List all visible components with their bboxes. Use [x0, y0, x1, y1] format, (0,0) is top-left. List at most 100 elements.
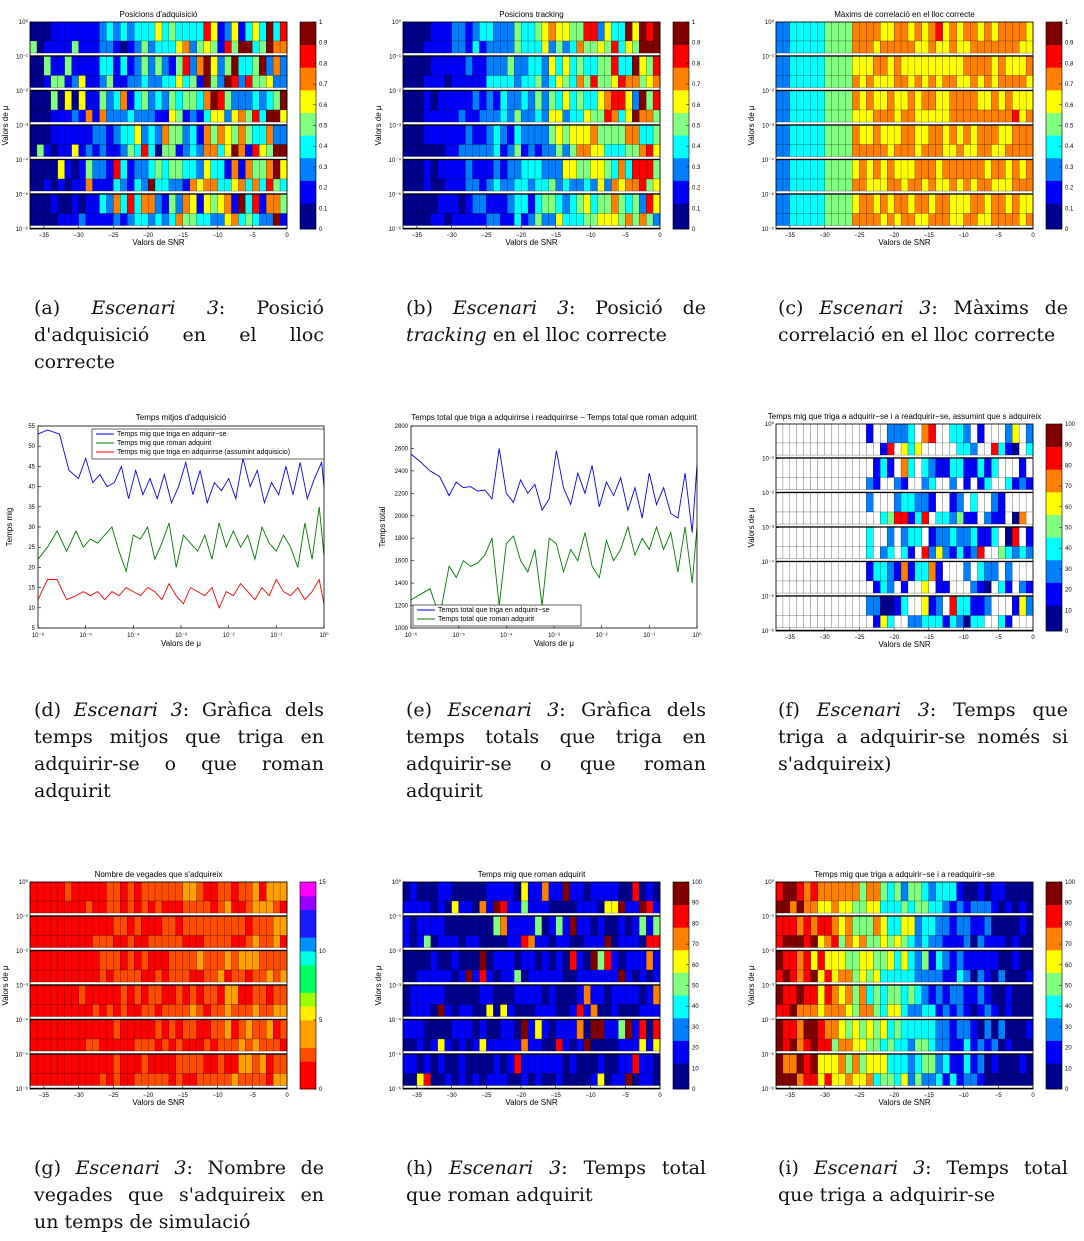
colorbar-segment	[673, 28, 689, 33]
heatmap-cell	[99, 881, 107, 902]
colorbar-segment	[1046, 1021, 1062, 1025]
heatmap-cell	[541, 900, 550, 914]
heatmap-cell	[949, 178, 957, 192]
heatmap-cell	[444, 144, 452, 157]
heatmap-cell	[71, 900, 79, 914]
heatmap-cell	[652, 125, 661, 145]
heatmap-cell	[458, 125, 466, 145]
heatmap-cell	[272, 109, 281, 123]
heatmap-cell	[810, 213, 819, 226]
heatmap-cell	[914, 159, 923, 180]
heatmap-cell	[555, 144, 564, 157]
heatmap-cell	[652, 1073, 661, 1086]
heatmap-cell	[803, 935, 812, 948]
heatmap-cell	[977, 900, 985, 914]
colorbar-segment	[1046, 614, 1062, 619]
heatmap-cell	[782, 21, 791, 42]
heatmap-cell	[775, 1019, 784, 1040]
heatmap-cell	[893, 144, 902, 157]
heatmap-cell	[942, 194, 950, 214]
heatmap-cell	[409, 90, 418, 111]
heatmap-cell	[57, 969, 66, 983]
heatmap-cell	[196, 178, 204, 192]
heatmap-cell	[893, 159, 902, 180]
heatmap-cell	[465, 109, 473, 123]
heatmap-cell	[921, 75, 930, 88]
colorbar-segment	[1046, 1027, 1062, 1032]
heatmap-cell	[977, 442, 985, 456]
heatmap-cell	[880, 580, 888, 594]
heatmap-cell	[796, 178, 805, 192]
heatmap-cell	[604, 90, 612, 111]
heatmap-cell	[472, 1038, 480, 1052]
series-line-2	[410, 525, 698, 619]
heatmap-cell	[963, 916, 971, 936]
heatmap-cell	[838, 144, 846, 157]
heatmap-cell	[928, 596, 937, 616]
heatmap-cell	[963, 56, 971, 76]
heatmap-cell	[458, 881, 466, 902]
colorbar-segment	[673, 1004, 689, 1009]
heatmap-cell	[437, 900, 446, 914]
heatmap-cell	[147, 1019, 156, 1040]
y-tick-label: 10⁰	[765, 19, 775, 26]
colorbar-segment	[300, 190, 316, 194]
heatmap-cell	[597, 213, 605, 226]
heatmap-cell	[970, 511, 978, 525]
heatmap-cell	[259, 881, 267, 902]
heatmap-cell	[789, 1038, 798, 1052]
colorbar-segment	[1046, 54, 1062, 58]
heatmap-cell	[810, 442, 819, 456]
heatmap-cell	[486, 125, 494, 145]
colorbar-segment	[673, 177, 689, 181]
colorbar-segment	[1046, 119, 1062, 123]
heatmap-cell	[224, 1073, 232, 1086]
y-tick-label: 10⁰	[19, 19, 29, 26]
heatmap-cell	[817, 561, 825, 582]
heatmap-cell	[217, 1038, 225, 1052]
heatmap-cell	[127, 1073, 135, 1086]
y-tick-label: 10⁻⁵	[389, 192, 402, 199]
colorbar-segment	[1046, 138, 1062, 143]
heatmap-cell	[534, 159, 543, 180]
heatmap-cell	[64, 125, 73, 145]
heatmap-cell	[810, 561, 819, 582]
heatmap-cell	[514, 75, 522, 88]
x-tick-label: −25	[854, 635, 865, 641]
heatmap-cell	[541, 1004, 550, 1017]
heatmap-cell	[210, 1019, 218, 1040]
heatmap-cell	[272, 125, 281, 145]
colorbar-segment	[300, 174, 316, 178]
chart-f: Temps mig que triga a adquirir−se i a re…	[747, 412, 1076, 649]
heatmap-cell	[1012, 21, 1020, 42]
heatmap-cell	[147, 935, 156, 948]
y-tick-label: 10⁻⁵	[762, 1052, 775, 1059]
heatmap-cell	[970, 90, 978, 111]
heatmap-cell	[873, 477, 881, 490]
colorbar-tick-label: 90	[1065, 443, 1072, 449]
heatmap-cell	[604, 1019, 612, 1040]
heatmap-cell	[266, 1004, 274, 1017]
heatmap-cell	[272, 1054, 281, 1074]
heatmap-cell	[645, 109, 654, 123]
heatmap-cell	[604, 1004, 612, 1017]
heatmap-cell	[984, 950, 992, 971]
heatmap-cell	[182, 1054, 191, 1074]
heatmap-cell	[1005, 935, 1013, 948]
heatmap-cell	[430, 881, 439, 902]
heatmap-cell	[175, 1038, 184, 1052]
colorbar-segment	[300, 978, 316, 993]
heatmap-cell	[217, 75, 225, 88]
heatmap-cell	[625, 90, 633, 111]
heatmap-cell	[935, 144, 944, 157]
colorbar-tick-label: 1	[692, 20, 696, 26]
heatmap-cell	[645, 1038, 654, 1052]
colorbar-segment	[1046, 216, 1062, 220]
heatmap-cell	[900, 492, 909, 513]
heatmap-cell	[583, 178, 591, 192]
heatmap-cell	[507, 178, 515, 192]
heatmap-cell	[810, 1054, 819, 1074]
heatmap-cell	[866, 546, 874, 559]
heatmap-cell	[99, 969, 107, 983]
colorbar-tick-label: 20	[1065, 1046, 1072, 1052]
